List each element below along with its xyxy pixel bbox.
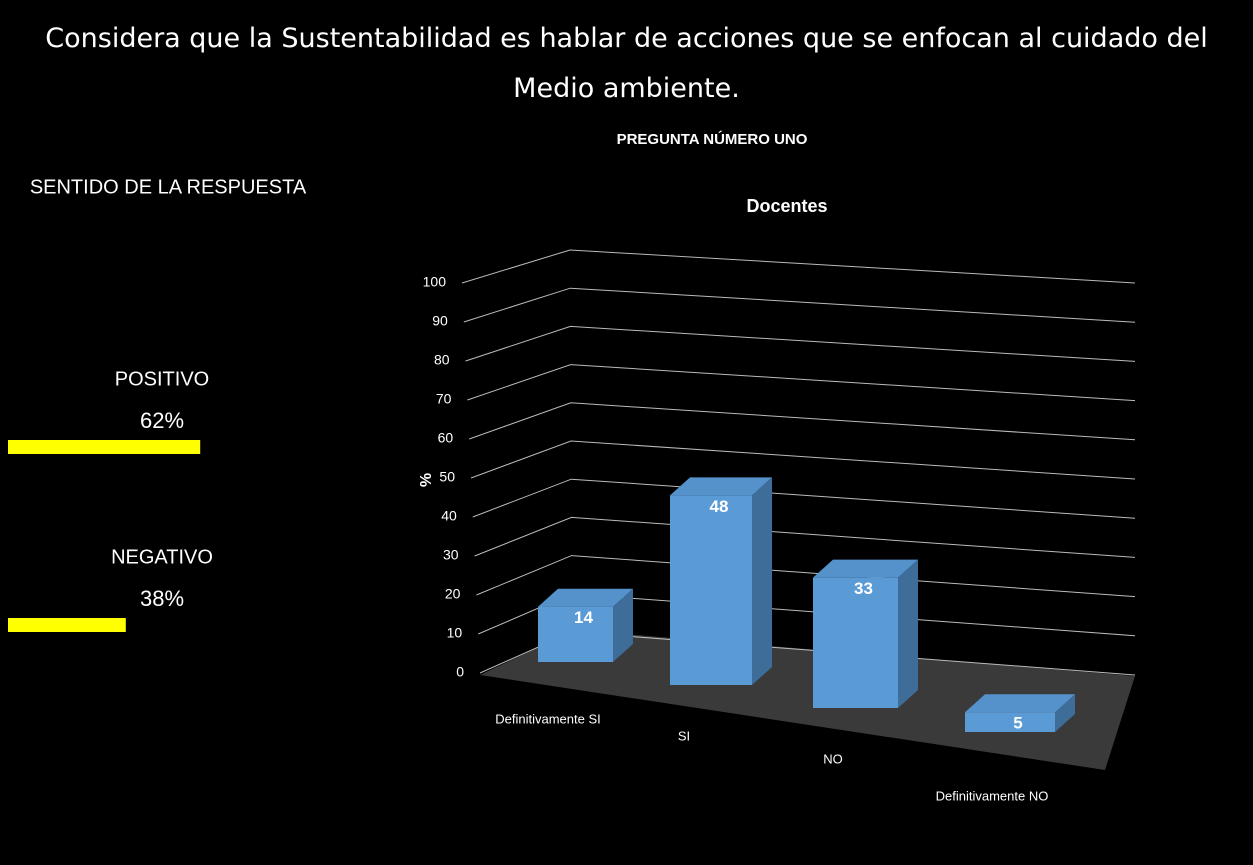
grid-line	[469, 402, 1136, 441]
summary-title: SENTIDO DE LA RESPUESTA	[30, 176, 307, 198]
y-tick-label: 100	[423, 274, 447, 290]
bar	[965, 712, 1055, 732]
bar-top	[813, 559, 918, 578]
y-axis-label: %	[418, 473, 435, 487]
y-tick-label: 20	[445, 586, 461, 602]
bar-top	[538, 588, 633, 607]
grid-line	[463, 287, 1136, 323]
x-tick-label: NO	[823, 751, 843, 766]
value-label: 48	[710, 497, 729, 516]
summary-value: 38%	[140, 586, 184, 611]
value-label: 5	[1013, 714, 1022, 733]
bar-side	[1055, 694, 1075, 732]
grid-line	[476, 555, 1136, 598]
bar-top	[670, 477, 772, 496]
grid-line	[472, 478, 1136, 519]
y-tick-label: 30	[443, 547, 459, 563]
bar-top	[965, 694, 1075, 713]
bar-side	[752, 477, 772, 685]
summary-label: NEGATIVO	[111, 546, 213, 568]
bar-side	[898, 559, 918, 708]
x-tick-label: Definitivamente SI	[495, 711, 601, 726]
slide-title: Considera que la Sustentabilidad es habl…	[45, 23, 1208, 104]
y-tick-label: 50	[439, 469, 455, 485]
y-tick-label: 40	[441, 508, 457, 524]
y-tick-label: 90	[432, 313, 448, 329]
summary-bar	[8, 618, 126, 632]
grid-line	[461, 249, 1136, 284]
chart-subtitle: Docentes	[746, 196, 827, 216]
value-label: 14	[574, 608, 593, 627]
y-tick-label: 70	[436, 391, 452, 407]
grid-line	[467, 364, 1136, 402]
x-tick-label: Definitivamente NO	[936, 788, 1049, 803]
y-tick-label: 0	[456, 664, 464, 680]
x-tick-label: SI	[678, 728, 690, 743]
grid-line	[465, 325, 1136, 362]
bar	[813, 577, 898, 708]
y-tick-label: 60	[438, 430, 454, 446]
summary-value: 62%	[140, 408, 184, 433]
y-tick-label: 80	[434, 352, 450, 368]
summary-bar	[8, 440, 201, 454]
chart-title: PREGUNTA NÚMERO UNO	[617, 130, 808, 148]
floor	[480, 630, 1135, 770]
y-tick-label: 10	[447, 625, 463, 641]
bar-side	[613, 588, 633, 662]
bar	[538, 606, 613, 662]
value-label: 33	[854, 579, 873, 598]
grid-line	[470, 440, 1136, 480]
bar	[670, 495, 752, 685]
grid-line	[474, 516, 1136, 558]
summary-label: POSITIVO	[115, 368, 209, 390]
